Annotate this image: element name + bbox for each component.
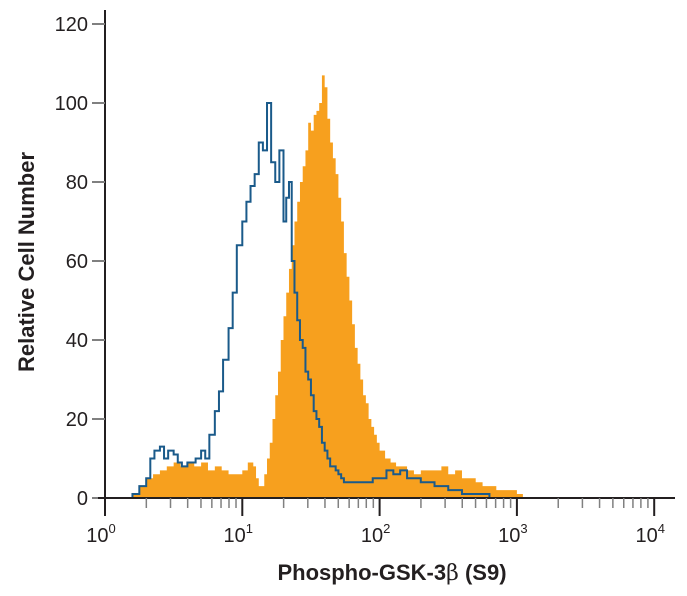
x-tick-label: 104 — [635, 521, 664, 547]
y-tick-label: 120 — [55, 14, 88, 36]
y-tick-label: 0 — [77, 488, 88, 510]
x-tick-label: 100 — [86, 521, 115, 547]
x-tick-label: 103 — [498, 521, 527, 547]
x-axis-title: Phospho-GSK-3β (S9) — [277, 560, 506, 586]
y-axis: 0 20 40 60 80 100 120 — [55, 10, 106, 510]
x-axis-title-beta: β — [446, 561, 459, 586]
x-axis-title-suffix: (S9) — [459, 560, 507, 585]
control-step-line — [105, 102, 652, 499]
y-tick-label: 80 — [66, 172, 88, 194]
filled-histogram-series — [132, 75, 523, 498]
x-tick-label: 102 — [361, 521, 390, 547]
y-tick-label: 20 — [66, 409, 88, 431]
y-tick-label: 40 — [66, 330, 88, 352]
control-step-series — [105, 102, 652, 499]
filled-histogram-area — [132, 75, 523, 498]
x-axis-title-prefix: Phospho-GSK-3 — [277, 560, 446, 585]
x-axis: 100 101 102 103 104 — [86, 497, 675, 547]
y-tick-label: 60 — [66, 251, 88, 273]
y-axis-title: Relative Cell Number — [14, 152, 39, 373]
y-tick-label: 100 — [55, 93, 88, 115]
x-tick-label: 101 — [224, 521, 253, 547]
